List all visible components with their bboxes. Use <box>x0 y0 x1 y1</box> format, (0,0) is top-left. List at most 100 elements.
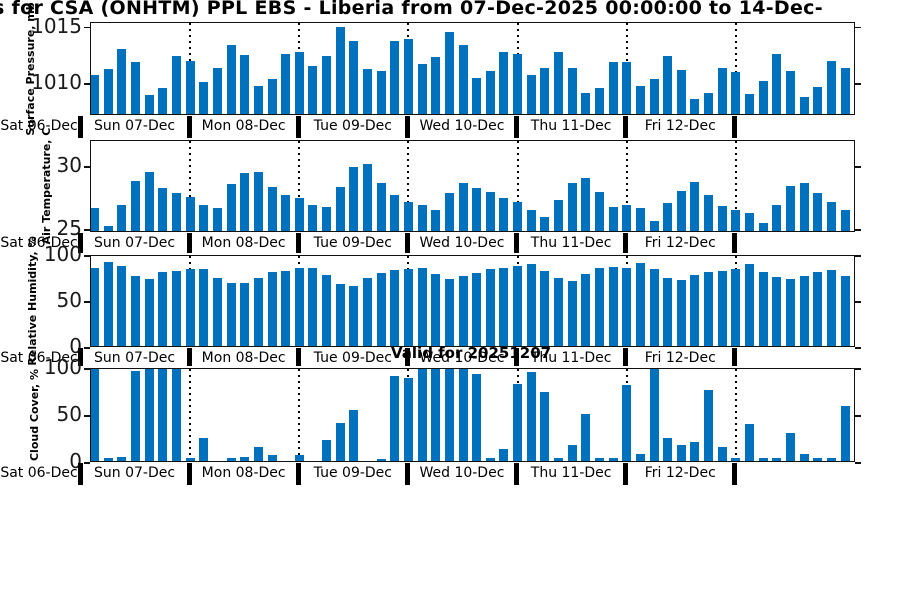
bar <box>840 67 850 114</box>
day-label: Mon 08-Dec <box>201 235 286 251</box>
bar <box>540 217 550 231</box>
bar <box>403 268 413 346</box>
bar <box>649 78 659 114</box>
day-boundary-gridline <box>516 141 519 231</box>
y-tick-mark <box>855 255 861 257</box>
bar <box>322 207 332 231</box>
bar <box>581 414 591 461</box>
bar <box>458 276 468 346</box>
bar <box>172 270 181 346</box>
day-label: Fri 12-Dec <box>644 350 716 366</box>
bar <box>322 440 332 461</box>
bar <box>144 278 154 346</box>
bar <box>717 270 727 346</box>
bar <box>785 432 795 461</box>
bar <box>131 61 141 114</box>
plot-box <box>90 140 855 232</box>
day-label: Thu 11-Dec <box>530 235 612 251</box>
bar <box>417 267 427 346</box>
bar <box>185 268 195 346</box>
bar <box>103 458 113 461</box>
bar <box>403 378 413 461</box>
bar <box>349 410 359 461</box>
bar <box>594 191 604 231</box>
y-tick-mark <box>855 368 861 370</box>
day-boundary-gridline <box>734 23 737 114</box>
bar <box>513 53 523 114</box>
bar <box>704 194 714 231</box>
bar <box>185 458 195 461</box>
bar <box>158 369 168 461</box>
bar <box>663 203 673 231</box>
bar <box>472 188 482 231</box>
bar <box>499 267 509 346</box>
day-label: Mon 08-Dec <box>201 465 286 481</box>
bar <box>554 277 563 346</box>
bar <box>335 284 345 346</box>
bar <box>226 458 236 461</box>
bar <box>226 282 236 346</box>
bar <box>212 67 222 114</box>
bar <box>772 458 782 461</box>
bar <box>540 392 550 461</box>
bar <box>376 183 386 231</box>
y-tick-mark <box>855 26 861 29</box>
bar <box>403 202 413 231</box>
bar <box>594 267 604 346</box>
bar <box>581 92 591 114</box>
day-boundary-gridline <box>298 141 301 231</box>
bar <box>444 369 454 461</box>
day-label: Wed 10-Dec <box>419 350 505 366</box>
bar <box>731 209 741 231</box>
bar <box>690 99 700 114</box>
bar <box>690 442 700 461</box>
bar <box>158 271 168 346</box>
day-label: Thu 11-Dec <box>530 465 612 481</box>
day-tick-mark <box>186 116 192 138</box>
bar <box>635 263 645 346</box>
bar <box>131 370 141 461</box>
bar <box>253 277 263 346</box>
day-tick-mark <box>623 463 629 485</box>
bar <box>349 286 359 346</box>
day-boundary-gridline <box>407 141 410 231</box>
bar <box>758 458 768 461</box>
day-tick-mark <box>186 463 192 485</box>
day-tick-mark <box>732 116 738 138</box>
bar <box>567 280 577 346</box>
bar <box>335 186 345 231</box>
bar <box>458 183 468 231</box>
bar <box>717 446 727 461</box>
bar <box>499 448 509 461</box>
day-tick-mark <box>77 233 83 253</box>
y-tick-label: 100 <box>43 355 82 380</box>
bar <box>117 49 127 114</box>
bar <box>267 186 277 231</box>
bar <box>91 208 100 231</box>
bar <box>813 193 823 231</box>
day-tick-mark <box>295 348 301 366</box>
bar <box>335 422 345 461</box>
day-tick-mark <box>623 233 629 253</box>
day-tick-mark <box>732 463 738 485</box>
bar <box>472 273 482 346</box>
day-label: Sat 06-Dec <box>0 235 78 251</box>
bar <box>799 276 809 346</box>
bar <box>267 78 277 114</box>
day-tick-mark <box>732 348 738 366</box>
y-tick-mark <box>855 166 861 168</box>
bar <box>103 68 113 114</box>
y-tick-mark <box>855 83 861 85</box>
bar <box>704 92 714 114</box>
day-tick-mark <box>404 463 410 485</box>
bar <box>308 267 318 346</box>
bar <box>554 199 563 231</box>
bar <box>826 202 836 231</box>
day-tick-mark <box>623 348 629 366</box>
bar <box>444 32 454 114</box>
day-label: Tue 09-Dec <box>313 350 392 366</box>
day-label: Fri 12-Dec <box>644 465 716 481</box>
day-label: Fri 12-Dec <box>644 118 716 134</box>
bar <box>840 209 850 231</box>
bar <box>458 369 468 461</box>
